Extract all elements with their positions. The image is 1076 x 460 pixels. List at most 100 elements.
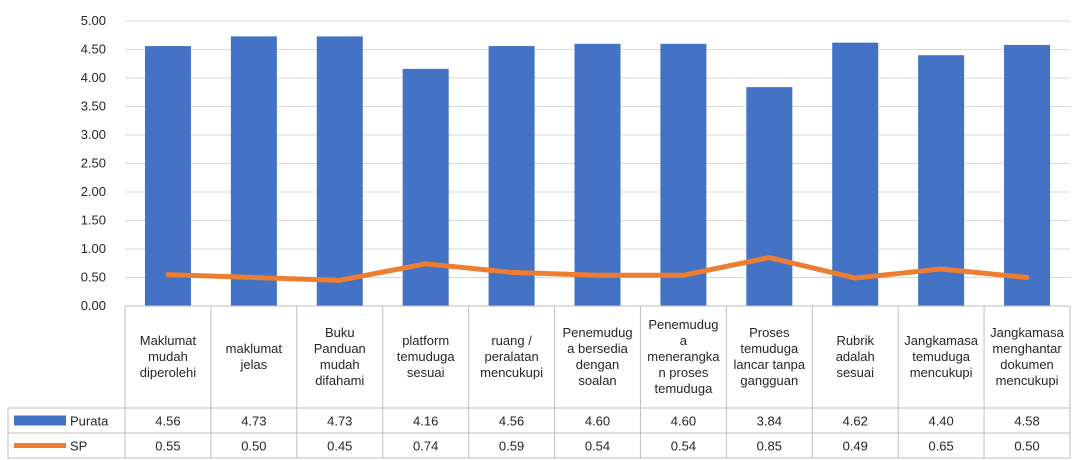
category-label-line: temuduga	[912, 349, 971, 364]
bar-series	[144, 36, 1051, 307]
table-value: 0.50	[1014, 439, 1039, 454]
category-label: platform temuduga sesuai	[397, 333, 456, 380]
category-label: ruang / peralatan mencukupi	[480, 333, 543, 380]
bar-purata	[832, 42, 879, 306]
table-value: 0.55	[155, 439, 180, 454]
table-value: 4.60	[671, 414, 696, 429]
table-value: 4.60	[585, 414, 610, 429]
table-value: 0.45	[327, 439, 352, 454]
table-value: 3.84	[757, 414, 782, 429]
table-value: 4.62	[843, 414, 868, 429]
legend-label: Purata	[70, 414, 109, 429]
category-label-line: sesuai	[407, 365, 445, 380]
category-label-line: temuduga	[397, 349, 456, 364]
category-label: Jangkamasa menghantar dokumen mencukupi	[990, 325, 1064, 388]
category-label-line: peralatan	[484, 349, 538, 364]
table-value: 4.58	[1014, 414, 1039, 429]
category-label-line: dokumen	[1000, 357, 1053, 372]
category-label: Penemudug a menerangka n proses temuduga	[647, 317, 720, 396]
y-tick-label: 4.50	[81, 42, 106, 57]
y-tick-label: 0.50	[81, 270, 106, 285]
table-value: 0.49	[843, 439, 868, 454]
y-axis: 0.00 0.50 1.00 1.50 2.00 2.50 3.00 3.50 4.00 4.50…	[81, 13, 106, 313]
bar-purata	[746, 87, 793, 307]
category-label-line: gangguan	[740, 373, 798, 388]
table-value: 4.16	[413, 414, 438, 429]
y-tick-label: 3.00	[81, 127, 106, 142]
category-label-line: Rubrik	[836, 333, 874, 348]
y-tick-label: 2.50	[81, 156, 106, 171]
category-label-line: a	[680, 333, 688, 348]
y-tick-label: 4.00	[81, 70, 106, 85]
bar-purata	[1004, 44, 1051, 306]
y-tick-label: 5.00	[81, 13, 106, 28]
bar-purata	[144, 46, 191, 306]
category-label-line: Penemudug	[562, 325, 632, 340]
category-label-line: dengan	[576, 357, 619, 372]
category-label-line: mudah	[148, 349, 188, 364]
category-label-line: difahami	[315, 373, 364, 388]
category-label-line: adalah	[836, 349, 875, 364]
bar-purata	[230, 36, 277, 306]
category-label-line: mencukupi	[480, 365, 543, 380]
category-label-line: maklumat	[226, 341, 283, 356]
category-label-line: temuduga	[654, 381, 713, 396]
category-label-line: menghantar	[992, 341, 1062, 356]
bar-purata	[918, 55, 965, 307]
table-value: 0.50	[241, 439, 266, 454]
category-label-line: sesuai	[836, 365, 874, 380]
y-tick-label: 0.00	[81, 298, 106, 313]
category-label-line: n proses	[658, 365, 708, 380]
category-label-line: Buku	[325, 325, 355, 340]
table-value: 0.54	[671, 439, 696, 454]
category-label: Jangkamasa temuduga mencukupi	[904, 333, 978, 380]
category-label-line: Panduan	[314, 341, 366, 356]
table-value: 0.85	[757, 439, 782, 454]
table-value: 4.73	[241, 414, 266, 429]
category-label: Buku Panduan mudah difahami	[314, 325, 366, 388]
category-label-line: ruang /	[491, 333, 532, 348]
table-value: 4.56	[155, 414, 180, 429]
table-value: 0.65	[928, 439, 953, 454]
y-tick-label: 2.00	[81, 184, 106, 199]
category-label-line: Penemudug	[648, 317, 718, 332]
category-label-line: a bersedia	[567, 341, 628, 356]
category-label-line: menerangka	[647, 349, 720, 364]
bar-purata	[316, 36, 363, 306]
line-series	[165, 255, 1030, 283]
category-label-line: soalan	[578, 373, 616, 388]
legend-key-purata	[14, 415, 66, 426]
bar-purata	[574, 43, 621, 307]
category-label: Proses temuduga lancar tanpa gangguan	[734, 325, 806, 388]
bar-purata	[488, 46, 535, 306]
category-label-line: Jangkamasa	[904, 333, 978, 348]
category-label-line: mudah	[320, 357, 360, 372]
category-label-line: temuduga	[740, 341, 799, 356]
table-value: 4.73	[327, 414, 352, 429]
category-label-line: jelas	[239, 357, 267, 372]
category-label-line: Proses	[749, 325, 790, 340]
table-value: 0.74	[413, 439, 438, 454]
category-label-line: diperolehi	[140, 365, 196, 380]
category-label: Penemudug a bersedia dengan soalan	[562, 325, 632, 388]
category-label-line: mencukupi	[996, 373, 1059, 388]
category-label-line: mencukupi	[910, 365, 973, 380]
bar-purata	[402, 68, 449, 306]
category-label-line: Maklumat	[140, 333, 197, 348]
legend-label: SP	[70, 439, 87, 454]
table-value: 0.59	[499, 439, 524, 454]
category-label-line: Jangkamasa	[990, 325, 1064, 340]
category-label: maklumat jelas	[226, 341, 283, 372]
y-tick-label: 1.00	[81, 241, 106, 256]
category-label-line: platform	[402, 333, 449, 348]
table-value: 4.56	[499, 414, 524, 429]
category-label-line: lancar tanpa	[734, 357, 806, 372]
category-label: Maklumat mudah diperolehi	[140, 333, 197, 380]
bar-purata	[660, 43, 707, 307]
y-tick-label: 1.50	[81, 213, 106, 228]
category-label: Rubrik adalah sesuai	[836, 333, 875, 380]
table-value: 0.54	[585, 439, 610, 454]
y-tick-label: 3.50	[81, 99, 106, 114]
